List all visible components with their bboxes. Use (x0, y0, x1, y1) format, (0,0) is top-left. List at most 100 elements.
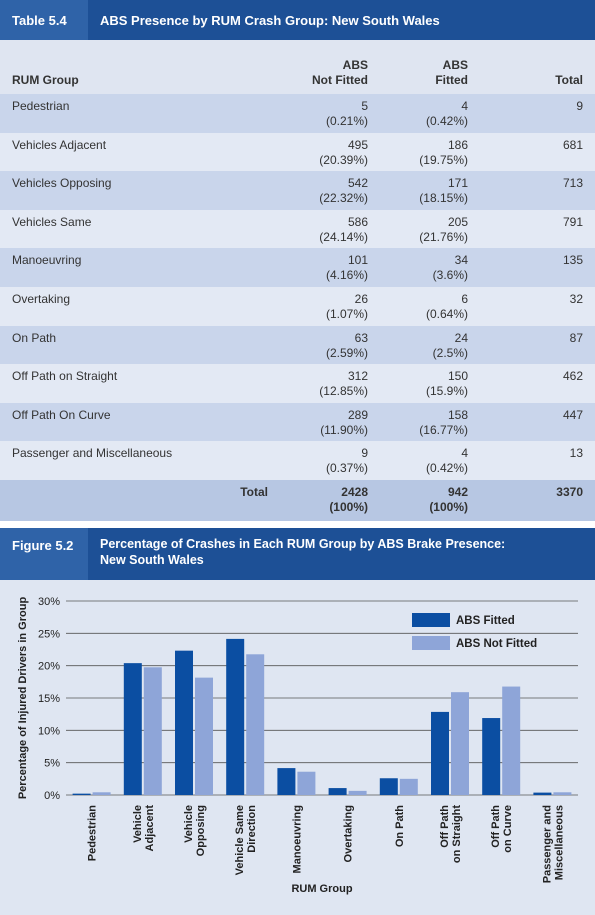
total-cell: 13 (480, 441, 595, 480)
x-tick-label: Manoeuvring (291, 805, 303, 873)
group-cell: Vehicles Adjacent (0, 132, 280, 172)
total-cell: 447 (480, 402, 595, 442)
count-cell: 9 (0.37%) (280, 441, 380, 480)
y-tick-label: 15% (38, 693, 60, 705)
bar (348, 790, 367, 795)
count-cell: 101 (4.16%) (280, 248, 380, 287)
percent: (0.37%) (325, 461, 368, 476)
x-tick-label: Pedestrian (87, 805, 99, 862)
bar (328, 788, 347, 795)
percent: (3.6%) (432, 268, 468, 283)
bar (379, 778, 398, 795)
count: 150 (447, 369, 468, 384)
x-tick-label: Vehicle Same (234, 805, 246, 875)
group-cell: Passenger and Miscellaneous (0, 441, 280, 480)
count: 171 (447, 176, 468, 191)
count: 586 (347, 214, 368, 229)
table-row: Vehicles Same 586 (24.14%) 205 (21.76%) 791 (0, 209, 595, 249)
count-cell: 2428 (100%) (280, 479, 380, 521)
count: 312 (347, 369, 368, 384)
table-row: Vehicles Opposing 542 (22.32%) 171 (18.15%) 7… (0, 171, 595, 210)
x-tick-label: on Straight (451, 805, 463, 863)
x-tick-label: Direction (246, 805, 258, 853)
percent: (2.5%) (432, 345, 468, 360)
percent: (20.39%) (319, 152, 368, 167)
table-row: Off Path On Curve 289 (11.90%) 158 (16.77%) 4… (0, 402, 595, 442)
bar (553, 792, 572, 795)
figure-label: Figure 5.2 (12, 538, 73, 553)
total-cell: 87 (480, 325, 595, 365)
count: 101 (347, 253, 368, 268)
group-cell: On Path (0, 325, 280, 365)
group-cell: Off Path On Curve (0, 402, 280, 442)
y-tick-label: 10% (38, 725, 60, 737)
count: 2428 (341, 484, 368, 499)
figure-title: New South Wales (100, 553, 204, 567)
header-row: RUM Group ABS Not Fitted ABS Fitted Total (0, 40, 595, 94)
x-tick-label: Off Path (439, 805, 451, 848)
header-text: Total (555, 73, 583, 87)
total-cell: 9 (480, 94, 595, 133)
column-header: ABS Not Fitted (280, 40, 380, 94)
data-table: RUM Group ABS Not Fitted ABS Fitted Total Pede… (0, 40, 595, 521)
total-cell: 32 (480, 286, 595, 326)
count: 542 (347, 176, 368, 191)
count: 5 (361, 99, 368, 113)
count-cell: 495 (20.39%) (280, 132, 380, 172)
count: 4 (461, 446, 468, 461)
table-row: Overtaking 26 (1.07%) 6 (0.64%) 32 (0, 286, 595, 326)
y-tick-label: 25% (38, 628, 60, 640)
percent: (1.07%) (325, 306, 368, 321)
table-row: Pedestrian 5 (0.21%) 4 (0.42%) 9 (0, 94, 595, 133)
x-tick-label: Vehicle (132, 805, 144, 843)
count-cell: 586 (24.14%) (280, 209, 380, 249)
count-cell: 63 (2.59%) (280, 325, 380, 365)
count: 942 (447, 484, 468, 499)
count: 24 (454, 330, 468, 345)
header-text: ABS (442, 58, 468, 72)
y-tick-label: 20% (38, 661, 60, 673)
count: 158 (447, 407, 468, 422)
percent: (0.64%) (425, 306, 468, 321)
total-cell: 713 (480, 171, 595, 210)
legend-label: ABS Not Fitted (456, 638, 537, 650)
bar (246, 654, 265, 795)
x-tick-label: Adjacent (144, 805, 156, 852)
x-tick-label: Vehicle (183, 805, 195, 843)
percent: (100%) (429, 499, 468, 514)
legend-swatch (412, 613, 450, 627)
count-cell: 24 (2.5%) (380, 325, 480, 365)
column-header: RUM Group (0, 40, 280, 94)
total-cell: 791 (480, 209, 595, 249)
total-row: Total 2428 (100%) 942 (100%) 3370 (0, 479, 595, 521)
y-tick-label: 5% (44, 758, 60, 770)
bar (482, 718, 501, 795)
bar (143, 667, 162, 795)
y-tick-label: 30% (38, 596, 60, 608)
count-cell: 942 (100%) (380, 479, 480, 521)
table-label: Table 5.4 (0, 0, 88, 40)
bar (175, 650, 193, 795)
x-tick-label: Overtaking (343, 805, 355, 862)
total-cell: 135 (480, 248, 595, 287)
x-tick-label: Opposing (195, 805, 207, 856)
percent: (2.59%) (325, 345, 368, 360)
bar (277, 768, 296, 795)
x-tick-label: Miscellaneous (553, 805, 565, 880)
percent: (18.15%) (419, 191, 468, 206)
figure-title: Percentage of Crashes in Each RUM Group … (100, 537, 505, 551)
bar (195, 677, 213, 795)
percent: (15.9%) (425, 384, 468, 399)
count-cell: 171 (18.15%) (380, 171, 480, 210)
legend-swatch (412, 636, 450, 650)
count: 9 (361, 446, 368, 461)
header-text: Not Fitted (312, 73, 368, 87)
percent: (12.85%) (319, 384, 368, 399)
count-cell: 150 (15.9%) (380, 364, 480, 403)
count: 289 (347, 407, 368, 422)
table-row: On Path 63 (2.59%) 24 (2.5%) 87 (0, 325, 595, 365)
count-cell: 158 (16.77%) (380, 402, 480, 442)
bar (92, 792, 111, 795)
count-cell: 4 (0.42%) (380, 94, 480, 133)
